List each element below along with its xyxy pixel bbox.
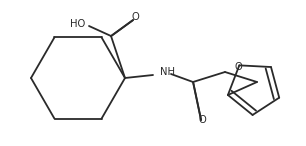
- Text: O: O: [131, 12, 139, 22]
- Text: O: O: [198, 115, 206, 125]
- Text: NH: NH: [160, 67, 175, 77]
- Text: HO: HO: [70, 19, 85, 29]
- Text: O: O: [234, 62, 242, 72]
